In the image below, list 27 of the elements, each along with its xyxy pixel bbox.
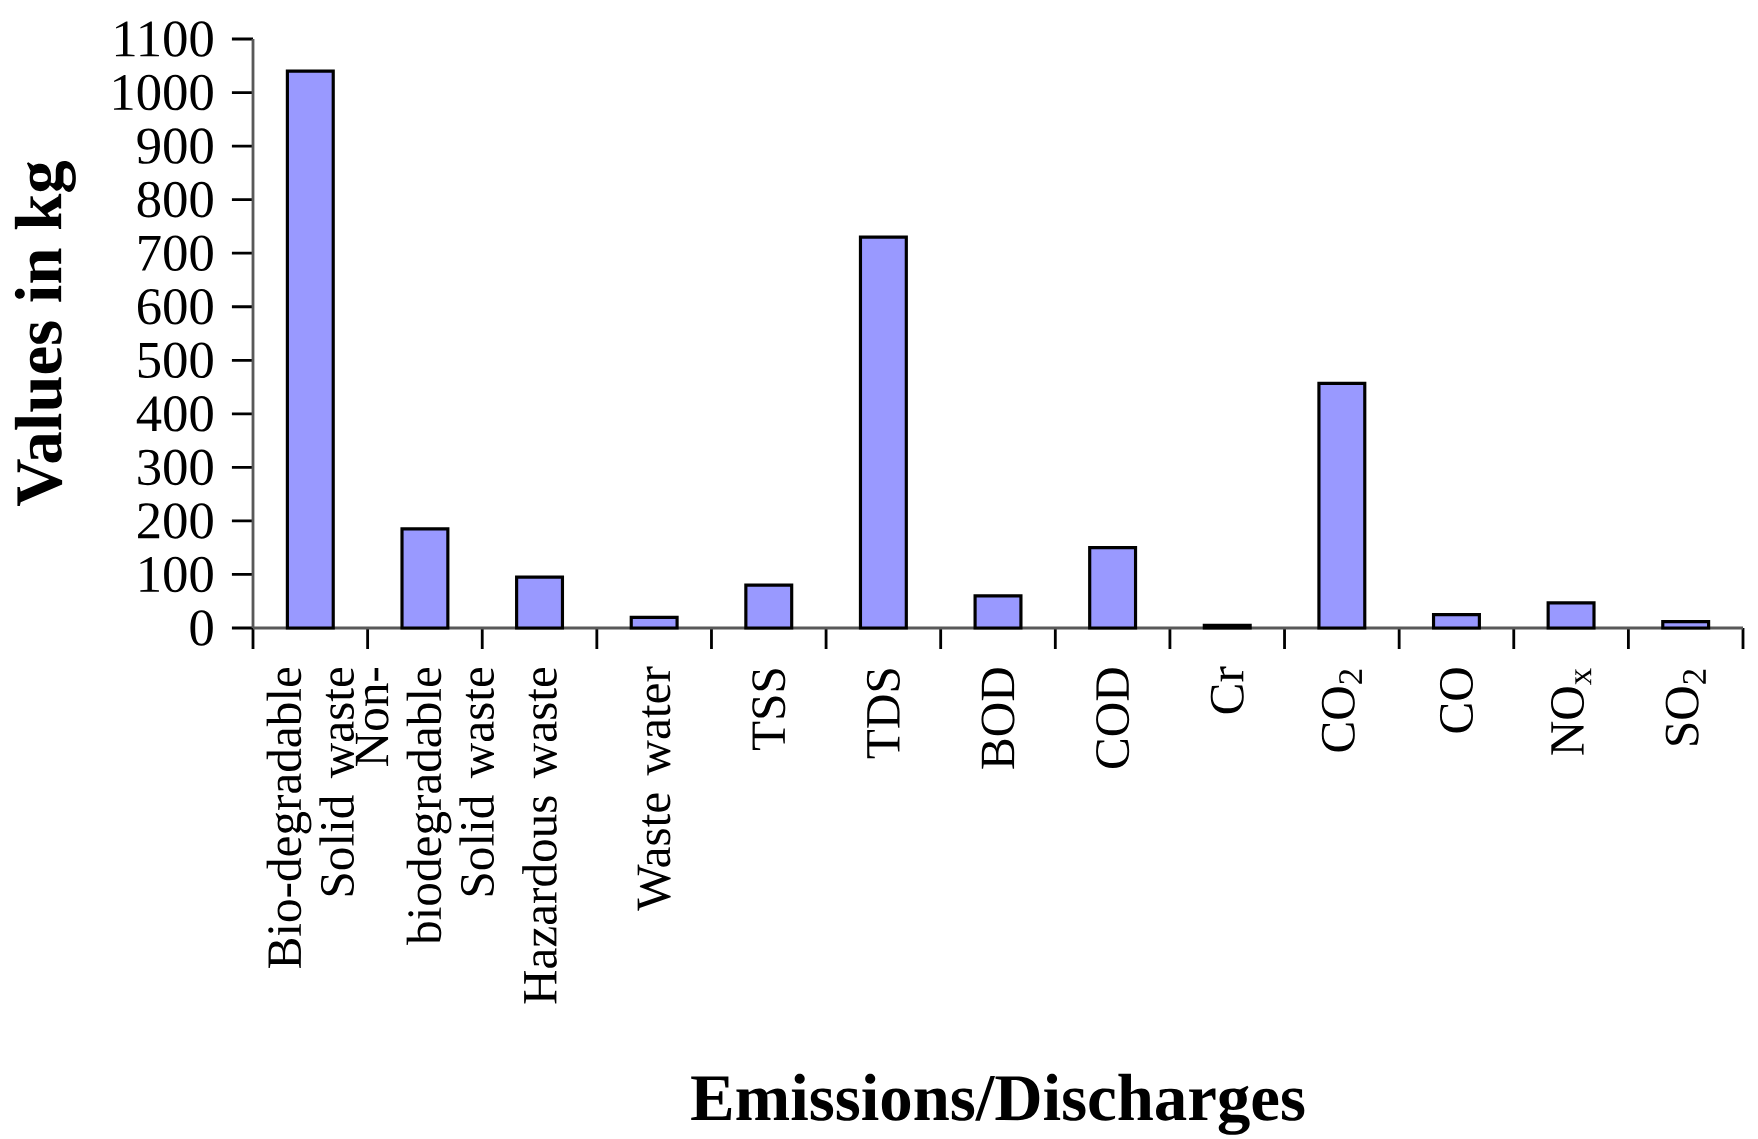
y-tick-label: 1000 (114, 74, 213, 111)
y-tick-label: 600 (138, 288, 213, 325)
x-tick-label: TSS (752, 669, 786, 751)
x-tick-label: Waste water (637, 666, 671, 911)
y-tick-label: 300 (138, 449, 213, 486)
x-tick-label: Bio-degradable Solid waste (266, 667, 354, 969)
y-tick-label: 1100 (115, 21, 213, 57)
x-tick-label: COD (1096, 668, 1130, 769)
x-tick-label: CO$_{2}$ (1321, 669, 1362, 752)
x-tick-label: Non-biodegradable Solid waste (355, 667, 495, 945)
y-tick-label: 700 (139, 235, 213, 271)
y-tick-label: 100 (140, 556, 213, 593)
x-tick-label: Hazardous waste (522, 667, 557, 1004)
x-tick-label: BOD (981, 668, 1015, 769)
y-tick-label: 900 (137, 128, 213, 164)
y-tick-label: 0 (190, 610, 213, 646)
x-tick-label: CO (1439, 668, 1474, 733)
x-tick-label: Cr (1210, 666, 1244, 714)
x-tick-label: NO$_{x}$ (1551, 668, 1592, 755)
x-tick-label: SO$_{2}$ (1665, 669, 1706, 745)
y-tick-label: 400 (136, 396, 213, 432)
x-tick-label: TDS (866, 669, 900, 759)
x-axis-title: Emissions/Discharges (691, 1073, 1305, 1135)
y-tick-label: 800 (137, 181, 213, 218)
y-tick-label: 200 (138, 503, 213, 539)
y-axis-title: Values in kg (14, 160, 76, 506)
y-tick-label: 500 (138, 342, 213, 379)
